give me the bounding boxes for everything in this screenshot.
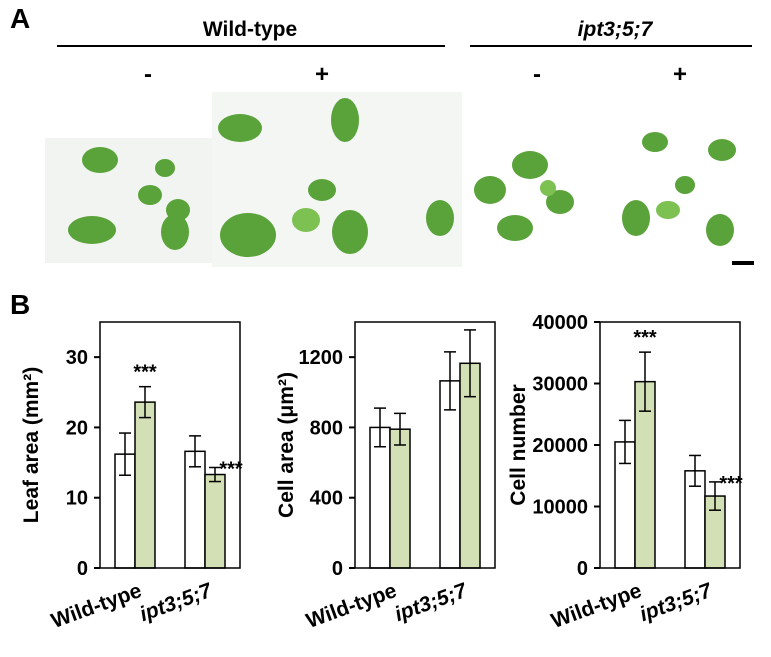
treatment-label: -: [144, 61, 152, 88]
plot-frame: [599, 321, 741, 569]
plant-photos: [45, 92, 754, 267]
y-axis-title: Cell number: [507, 384, 530, 505]
y-tick-label: 40000: [532, 312, 588, 334]
plot-frame: [99, 321, 241, 569]
y-tick-label: 10: [66, 488, 88, 510]
y-tick-label: 30000: [532, 374, 588, 396]
error-bar: [209, 466, 221, 483]
x-tick-label: ipt3;5;7: [392, 579, 471, 627]
x-tick-label: Wild-type: [303, 579, 399, 633]
y-axis-title: Cell area (μm²): [275, 372, 298, 518]
error-bar: [189, 435, 201, 468]
y-axis-title: Leaf area (mm²): [20, 367, 43, 523]
error-bar: [619, 419, 631, 465]
panel-label: A: [10, 3, 30, 34]
bar: [369, 426, 391, 569]
group-label: Wild-type: [203, 18, 297, 41]
error-bar: [374, 407, 386, 448]
y-tick-label: 1200: [299, 347, 344, 369]
bar: [389, 428, 411, 569]
significance-mark: ***: [719, 473, 743, 495]
bar: [134, 401, 156, 569]
y-tick-label: 20: [66, 417, 88, 439]
x-tick-label: Wild-type: [548, 579, 644, 633]
error-bar: [689, 454, 701, 487]
y-tick-label: 400: [310, 488, 343, 510]
panel-label: B: [10, 289, 30, 320]
error-bar: [444, 351, 456, 411]
group-label: ipt3;5;7: [578, 18, 654, 41]
significance-mark: ***: [133, 362, 157, 384]
y-tick-label: 0: [77, 558, 88, 580]
error-bar: [709, 481, 721, 511]
error-bar: [394, 412, 406, 446]
bar: [184, 450, 206, 569]
error-bar: [639, 351, 651, 412]
y-tick-label: 0: [577, 558, 588, 580]
treatment-label: +: [673, 61, 687, 88]
x-tick-label: Wild-type: [48, 579, 144, 633]
error-bar: [464, 329, 476, 398]
treatment-label: -: [533, 61, 541, 88]
y-tick-label: 10000: [532, 497, 588, 519]
x-tick-label: ipt3;5;7: [637, 579, 716, 627]
y-tick-label: 20000: [532, 435, 588, 457]
error-bar: [119, 432, 131, 476]
plot-frame: [354, 321, 496, 569]
significance-mark: ***: [633, 327, 657, 349]
error-bar: [139, 385, 151, 419]
y-tick-label: 800: [310, 417, 343, 439]
y-tick-label: 0: [332, 558, 343, 580]
y-tick-label: 30: [66, 347, 88, 369]
bar: [204, 473, 226, 569]
significance-mark: ***: [219, 458, 243, 480]
x-tick-label: ipt3;5;7: [137, 579, 216, 627]
treatment-label: +: [315, 61, 329, 88]
